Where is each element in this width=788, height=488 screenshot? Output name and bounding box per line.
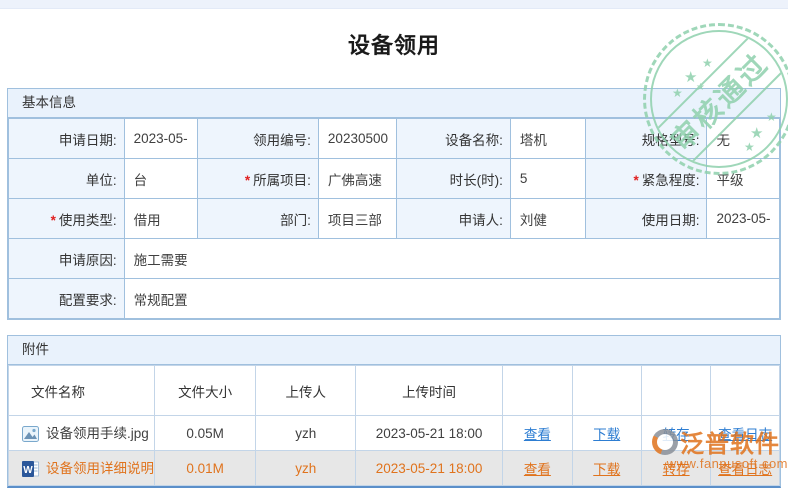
field-label-equipment-name: 设备名称: [395, 118, 511, 159]
field-value-applicant: 刘健 [509, 198, 586, 239]
field-label-use-type: * 使用类型: [8, 198, 125, 239]
field-label-department: 部门: [196, 198, 319, 239]
field-value-requisition-no: 20230500 [317, 118, 397, 159]
col-header-action-4 [710, 365, 780, 416]
upload-time-cell: 2023-05-21 18:00 [354, 415, 504, 451]
field-label-project: * 所属项目: [196, 158, 319, 199]
field-label-unit: 单位: [8, 158, 125, 199]
word-file-icon: W [22, 460, 39, 480]
field-label-apply-date: 申请日期: [8, 118, 125, 159]
field-label-apply-reason: 申请原因: [8, 238, 125, 279]
uploader-cell: yzh [255, 450, 356, 486]
required-asterisk: * [244, 172, 251, 188]
field-label-spec-model: 规格型号: [584, 118, 708, 159]
info-row-5: 配置要求: 常规配置 [8, 278, 781, 319]
attachments-section-title: 附件 [8, 336, 780, 365]
field-value-urgency: 平级 [706, 158, 780, 199]
download-link[interactable]: 下载 [593, 427, 621, 442]
top-strip [0, 0, 788, 9]
file-size-cell: 0.01M [153, 450, 257, 486]
field-value-project: 广佛高速 [317, 158, 397, 199]
star-icon: ★ [684, 69, 698, 86]
col-header-file-name: 文件名称 [8, 365, 155, 416]
image-file-icon [22, 425, 39, 445]
info-row-1: 申请日期: 2023-05- 领用编号: 20230500 设备名称: 塔机 规… [8, 118, 780, 159]
field-label-duration: 时长(时): [395, 158, 511, 199]
attachment-row: 设备领用手续.jpg 0.05M yzh 2023-05-21 18:00 查看… [8, 415, 780, 451]
download-link[interactable]: 下载 [593, 462, 621, 477]
basic-info-table: 申请日期: 2023-05- 领用编号: 20230500 设备名称: 塔机 规… [8, 118, 781, 319]
col-header-action-1 [502, 365, 573, 416]
field-value-use-date: 2023-05- [706, 198, 780, 239]
attachment-row: W 设备领用详细说明. 0.01M yzh 2023-05-21 18:00 查… [8, 450, 780, 486]
required-asterisk: * [50, 212, 56, 228]
file-size-cell: 0.05M [153, 415, 257, 451]
col-header-action-3 [640, 365, 712, 416]
field-value-duration: 5 [509, 158, 586, 199]
transfer-link[interactable]: 转存 [662, 427, 690, 442]
field-value-apply-date: 2023-05- [123, 118, 198, 159]
col-header-file-size: 文件大小 [153, 365, 257, 416]
file-name-cell[interactable]: 设备领用手续.jpg [8, 415, 155, 451]
col-header-upload-time: 上传时间 [354, 365, 504, 416]
file-name-cell[interactable]: W 设备领用详细说明. [8, 450, 155, 486]
uploader-cell: yzh [255, 415, 356, 451]
field-value-config-requirement: 常规配置 [123, 278, 781, 319]
file-name-link[interactable]: 设备领用详细说明. [46, 460, 155, 476]
transfer-link[interactable]: 转存 [662, 462, 690, 477]
field-label-urgency: * 紧急程度: [584, 158, 708, 199]
attachments-table: 文件名称 文件大小 上传人 上传时间 设备领用手续.jpg 0.05M yzh … [8, 365, 780, 486]
field-label-applicant: 申请人: [395, 198, 511, 239]
view-log-link[interactable]: 查看日志 [718, 427, 773, 442]
field-label-use-date: 使用日期: [584, 198, 708, 239]
info-row-4: 申请原因: 施工需要 [8, 238, 781, 279]
svg-text:W: W [23, 465, 33, 476]
upload-time-cell: 2023-05-21 18:00 [354, 450, 504, 486]
view-link[interactable]: 查看 [523, 462, 551, 477]
basic-info-section-title: 基本信息 [8, 89, 780, 118]
page-title: 设备领用 [347, 33, 440, 58]
required-asterisk: * [633, 172, 639, 188]
col-header-action-2 [571, 365, 642, 416]
info-row-2: 单位: 台 * 所属项目: 广佛高速 时长(时): 5 * 紧急程度: 平级 [8, 158, 780, 199]
field-label-config-requirement: 配置要求: [8, 278, 125, 319]
field-value-department: 项目三部 [317, 198, 397, 239]
field-value-unit: 台 [123, 158, 198, 199]
attachments-header-row: 文件名称 文件大小 上传人 上传时间 [8, 365, 780, 416]
field-value-use-type: 借用 [123, 198, 198, 239]
field-label-requisition-no: 领用编号: [196, 118, 319, 159]
field-value-apply-reason: 施工需要 [123, 238, 781, 279]
basic-info-section: 基本信息 申请日期: 2023-05- 领用编号: 20230500 设备名称:… [7, 88, 781, 320]
info-row-3: * 使用类型: 借用 部门: 项目三部 申请人: 刘健 使用日期: 2023-05… [8, 198, 780, 239]
view-log-link[interactable]: 查看日志 [718, 462, 773, 477]
field-value-spec-model: 无 [706, 118, 780, 159]
view-link[interactable]: 查看 [523, 427, 551, 442]
field-value-equipment-name: 塔机 [509, 118, 586, 159]
file-name-link[interactable]: 设备领用手续.jpg [46, 425, 149, 441]
attachments-section: 附件 文件名称 文件大小 上传人 上传时间 设备领用手续.jpg 0.05M y… [7, 335, 781, 488]
col-header-uploader: 上传人 [255, 365, 356, 416]
